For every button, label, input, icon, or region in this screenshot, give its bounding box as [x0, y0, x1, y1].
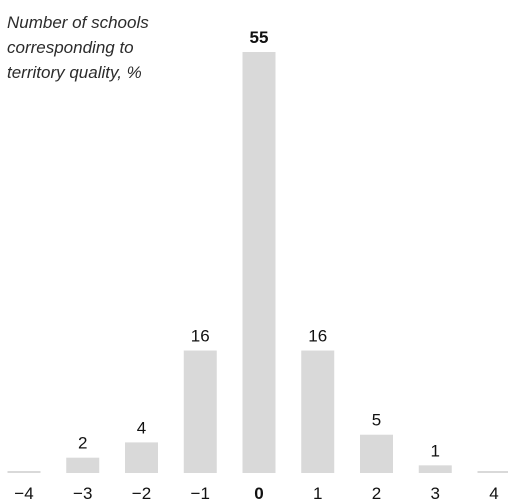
bar-value-label: 2: [78, 434, 87, 453]
bar-0: [242, 52, 276, 473]
bar-value-label: 16: [191, 327, 210, 346]
bar-3: [418, 465, 452, 473]
y-axis-caption: Number of schools corresponding to terri…: [7, 10, 207, 85]
bar-4: [477, 471, 508, 473]
bar-value-label: 5: [372, 411, 381, 430]
y-axis-caption-line: Number of schools: [7, 13, 149, 32]
bar-1: [301, 350, 335, 473]
x-tick-label: −1: [191, 484, 210, 503]
bar-−3: [66, 457, 100, 473]
bar-value-label: 4: [137, 418, 146, 437]
x-tick-label: 3: [431, 484, 440, 503]
bar-2: [360, 434, 393, 473]
x-tick-label: −2: [132, 484, 151, 503]
x-tick-label: 2: [372, 484, 381, 503]
y-axis-caption-line: corresponding to: [7, 38, 134, 57]
y-axis-caption-line: territory quality, %: [7, 63, 142, 82]
x-tick-label: 0: [254, 484, 263, 503]
x-tick-label: −3: [73, 484, 92, 503]
x-tick-label: −4: [14, 484, 33, 503]
bar-−2: [125, 442, 158, 473]
bar-value-label: 16: [308, 327, 327, 346]
bar-−1: [183, 350, 217, 473]
x-tick-label: 4: [489, 484, 498, 503]
x-tick-label: 1: [313, 484, 322, 503]
bar-value-label: 1: [431, 441, 440, 460]
bar-−4: [7, 471, 41, 473]
bar-value-label: 55: [250, 28, 269, 47]
